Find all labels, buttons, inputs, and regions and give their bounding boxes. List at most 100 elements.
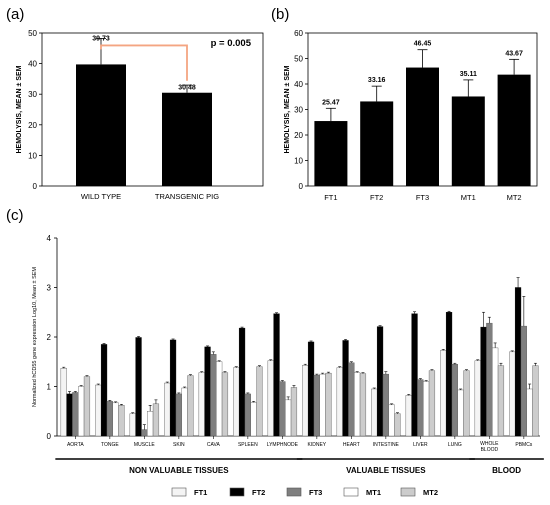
- panel-label: (b): [271, 6, 289, 23]
- group-label: VALUABLE TISSUES: [346, 466, 426, 475]
- group-label: BLOOD: [492, 466, 521, 475]
- bar: [279, 381, 286, 437]
- value-label: 39.73: [92, 35, 110, 42]
- legend-label: MT1: [366, 488, 381, 497]
- legend-label: MT2: [423, 488, 438, 497]
- y-tick-label: 0: [33, 182, 38, 191]
- legend-label: FT2: [252, 488, 265, 497]
- bar: [302, 365, 309, 437]
- y-tick-label: 0: [47, 432, 52, 441]
- bar: [181, 387, 188, 437]
- bar: [221, 372, 229, 437]
- x-tick-label: LIVER: [413, 442, 428, 448]
- significance-bracket: [100, 44, 188, 81]
- bar: [532, 365, 539, 437]
- p-value-annotation: p = 0.005: [211, 38, 252, 49]
- bar: [169, 339, 177, 437]
- bar: [480, 326, 487, 437]
- bar: [187, 375, 194, 437]
- bar: [204, 346, 211, 437]
- x-tick-label: SPLEEN: [238, 442, 258, 448]
- value-label: 43.67: [505, 50, 523, 57]
- bar: [100, 344, 108, 437]
- bar: [509, 351, 516, 437]
- bar: [76, 64, 126, 186]
- bar: [342, 340, 349, 437]
- y-tick-label: 50: [28, 29, 37, 38]
- x-tick-label: INTESTINE: [373, 442, 400, 448]
- panel-label: (c): [6, 207, 24, 224]
- bar: [307, 341, 315, 437]
- y-tick-label: 10: [294, 157, 303, 166]
- bar: [244, 393, 251, 437]
- bar: [135, 337, 142, 437]
- y-axis-label: HEMOLYSIS, MEAN ± SEM: [284, 65, 291, 153]
- y-tick-label: 3: [47, 284, 52, 293]
- bar: [514, 287, 522, 437]
- bar: [78, 386, 85, 437]
- bar: [314, 121, 348, 186]
- x-tick-label: TONGE: [101, 442, 119, 448]
- bar: [141, 429, 148, 437]
- x-tick-label: TRANSGENIC PIG: [155, 192, 219, 201]
- bar: [457, 389, 464, 437]
- bar: [371, 388, 378, 437]
- x-tick-label: LUNG: [448, 442, 462, 448]
- legend-label: FT3: [309, 488, 322, 497]
- bar: [210, 354, 217, 437]
- bar: [520, 325, 527, 437]
- bar: [474, 360, 481, 437]
- bar: [526, 388, 533, 437]
- bar: [411, 313, 418, 437]
- y-tick-label: 50: [294, 55, 303, 64]
- bar: [348, 362, 355, 437]
- bar: [423, 381, 430, 437]
- bar: [83, 376, 91, 437]
- bar: [290, 387, 298, 437]
- bar: [405, 395, 412, 437]
- x-tick-label: PBMCs: [515, 442, 532, 448]
- bar: [60, 367, 67, 437]
- bar: [164, 382, 171, 437]
- legend-swatch: [400, 487, 416, 497]
- value-label: 30.48: [178, 85, 196, 92]
- y-tick-label: 20: [294, 131, 303, 140]
- bar: [285, 399, 292, 437]
- y-tick-label: 30: [28, 90, 37, 99]
- x-tick-label: WILD TYPE: [81, 192, 121, 201]
- x-tick-label: FT3: [416, 193, 429, 202]
- panel-c: (c) 0 1 2 3 4 Normalized hCD55 gene expression…: [6, 207, 544, 497]
- bar: [129, 413, 136, 437]
- x-tick-label: CAVA: [207, 442, 221, 448]
- y-tick-label: 40: [294, 80, 303, 89]
- bar: [250, 402, 257, 437]
- bar: [428, 370, 436, 437]
- x-tick-label-line: WHOLE: [480, 441, 499, 447]
- y-tick-label: 1: [47, 383, 52, 392]
- bar: [238, 327, 246, 437]
- y-tick-label: 30: [294, 106, 303, 115]
- value-label: 33.16: [368, 77, 386, 84]
- x-tick-label: LYMPHNODE: [267, 442, 299, 448]
- bar: [147, 411, 154, 437]
- bar: [313, 374, 320, 437]
- x-tick-label: AORTA: [67, 442, 84, 448]
- y-tick-label: 10: [28, 151, 37, 160]
- bar: [417, 379, 424, 437]
- bar: [118, 405, 125, 437]
- x-tick-label: MUSCLE: [134, 442, 156, 448]
- y-tick-label: 2: [47, 333, 52, 342]
- bar: [376, 326, 384, 437]
- bar: [451, 96, 485, 186]
- legend-swatch: [343, 487, 359, 497]
- bar: [492, 347, 499, 437]
- x-tick-label: KIDNEY: [308, 442, 327, 448]
- bar: [463, 370, 470, 437]
- bar: [106, 401, 113, 437]
- legend-swatch: [286, 487, 302, 497]
- x-tick-label: FT1: [324, 193, 337, 202]
- y-tick-label: 0: [299, 182, 304, 191]
- value-label: 25.47: [322, 99, 340, 106]
- bar: [319, 373, 326, 437]
